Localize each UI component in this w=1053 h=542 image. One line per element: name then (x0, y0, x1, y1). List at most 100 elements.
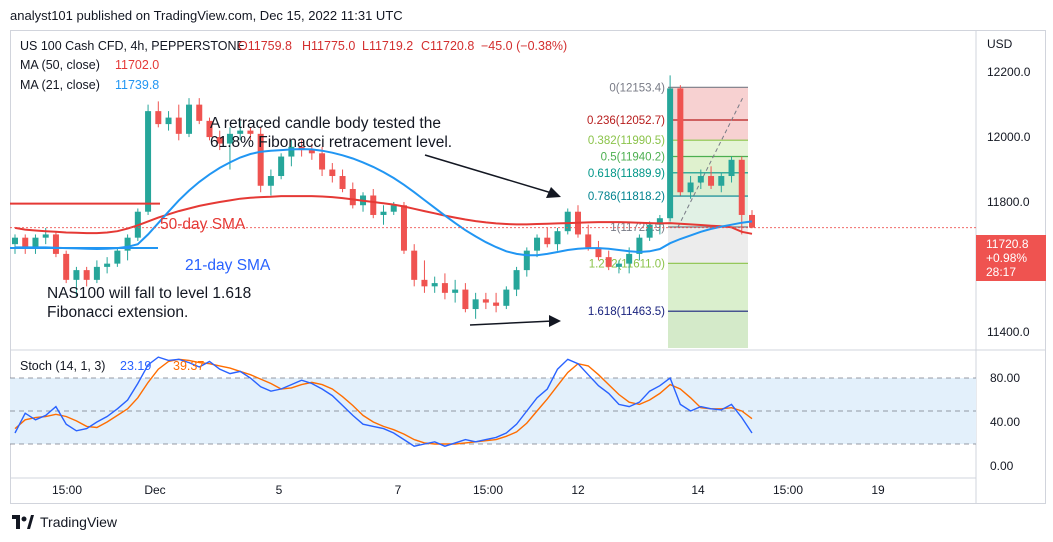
legend-ma50-value: 11702.0 (115, 58, 159, 72)
candle-body (380, 211, 387, 215)
time-tick-label: 15:00 (473, 483, 503, 497)
publisher-line: analyst101 published on TradingView.com,… (10, 8, 403, 23)
candle-body (22, 237, 29, 248)
candle-body (226, 133, 233, 144)
candle-body (441, 283, 448, 293)
candle-body (370, 195, 377, 215)
candle-body (186, 104, 193, 134)
candle-body (42, 234, 49, 238)
stoch-d-value: 39.37 (173, 359, 204, 373)
candle-body (656, 218, 663, 225)
candle-body (165, 117, 172, 125)
annotation-bottom-arrow (469, 320, 554, 326)
candle-body (646, 224, 653, 238)
candle-body (462, 289, 469, 310)
candle-body (390, 205, 397, 212)
legend-open: O11759.8 (238, 39, 292, 53)
legend-change: −45.0 (−0.38%) (481, 39, 567, 53)
footer-brand-text: TradingView (40, 514, 118, 530)
candle-body (708, 176, 715, 186)
time-tick-label: 12 (571, 483, 585, 497)
candle-body (728, 159, 735, 177)
candle-body (308, 150, 315, 154)
stoch-tick-label: 80.00 (990, 371, 1020, 385)
candle-body (615, 263, 622, 267)
candle-body (523, 250, 530, 271)
candle-body (697, 176, 704, 183)
candle-body (544, 237, 551, 245)
candle-body (349, 189, 356, 206)
countdown: 28:17 (986, 265, 1016, 279)
candle-body (585, 234, 592, 248)
sma21-label: 21-day SMA (185, 257, 271, 274)
candle-body (247, 130, 254, 134)
candle-body (175, 117, 182, 134)
fib-zone (668, 311, 748, 348)
candle-body (595, 247, 602, 258)
candle-body (513, 270, 520, 290)
candle-body (421, 279, 428, 287)
candle-body (482, 299, 489, 303)
tradingview-logo-icon (12, 515, 34, 529)
fib-zone (668, 196, 748, 227)
candle-body (104, 263, 111, 267)
price-tick-label: 11800.0 (987, 195, 1030, 209)
fib-trend-line (677, 97, 744, 228)
fib-level-label: 0.786(11818.2) (588, 191, 665, 203)
fib-zone (668, 119, 748, 141)
candle-body (155, 111, 162, 125)
sma50-label: 50-day SMA (160, 216, 246, 233)
stoch-tick-label: 0.00 (990, 459, 1014, 473)
legend-low: L11719.2 (362, 39, 413, 53)
fib-zone (668, 156, 748, 173)
fib-zone (668, 140, 748, 157)
candle-body (145, 111, 152, 212)
candle-body (534, 237, 541, 251)
candle-body (493, 302, 500, 306)
time-tick-label: 15:00 (52, 483, 82, 497)
candle-body (32, 237, 39, 248)
fib-zone (668, 226, 748, 264)
fib-level-label: 1.618(11463.5) (588, 306, 665, 318)
candle-body (12, 237, 18, 245)
candle-body (431, 283, 438, 287)
candle-body (52, 234, 59, 254)
annotation-bottom-line2: Fibonacci extension. (47, 304, 188, 321)
candle-body (503, 289, 510, 306)
fib-level-label: 0(12153.4) (609, 82, 665, 94)
candle-body (677, 88, 684, 193)
current-price: 11720.8 (986, 237, 1029, 251)
legend-ma50-label: MA (50, close) (20, 58, 100, 72)
time-tick-label: Dec (144, 483, 165, 497)
stoch-d-line (14, 358, 753, 445)
legend-ma21-label: MA (21, close) (20, 78, 100, 92)
time-tick-label: 5 (276, 483, 283, 497)
candle-body (749, 214, 755, 228)
stoch-k-value: 23.19 (120, 359, 151, 373)
candle-body (605, 257, 612, 267)
current-price-tag (976, 235, 1046, 281)
annotation-top-arrow (424, 154, 556, 195)
candle-body (554, 231, 561, 245)
fibonacci-tool[interactable]: 0(12153.4) 0.236(12052.7) 0.382(11990.5) 0.… (587, 82, 748, 348)
candle-body (93, 266, 100, 280)
footer-brand[interactable]: TradingView (12, 514, 117, 530)
annotation-top-arrowhead (546, 187, 561, 198)
candle-body (329, 169, 336, 177)
moving-averages (10, 148, 976, 257)
candle-body (718, 176, 725, 186)
legend-close: C11720.8 (421, 39, 474, 53)
time-tick-label: 15:00 (773, 483, 803, 497)
time-tick-label: 19 (871, 483, 885, 497)
candle-body (257, 133, 264, 186)
fib-level-label: 0.618(11889.9) (588, 168, 665, 180)
candle-body (278, 156, 285, 177)
candle-body (206, 120, 213, 138)
candle-body (288, 146, 295, 157)
stoch-tick-label: 40.00 (990, 415, 1020, 429)
candle-body (626, 253, 633, 264)
candle-body (411, 250, 418, 280)
fib-zone (668, 263, 748, 312)
fib-level-label: 0.5(11940.2) (601, 151, 666, 163)
